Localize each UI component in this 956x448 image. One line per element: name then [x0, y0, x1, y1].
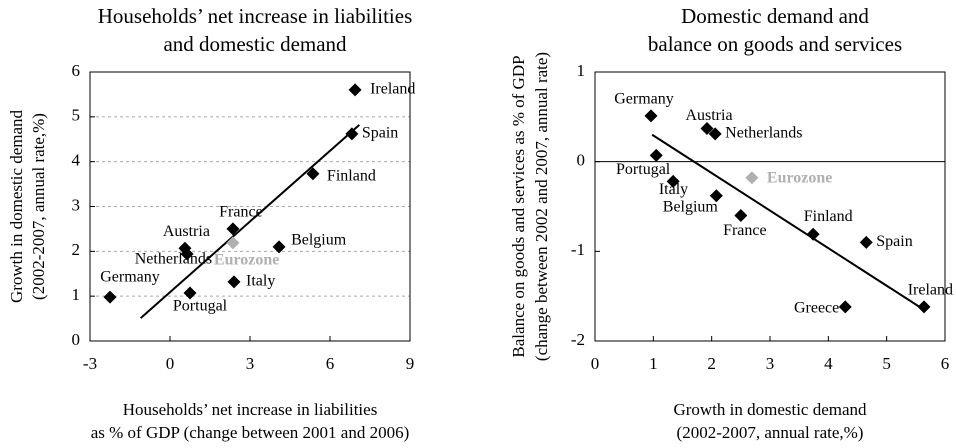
point: [180, 247, 194, 261]
x-axis-label: Households’ net increase in liabilities: [123, 400, 378, 419]
x-tick-label: -3: [83, 354, 97, 373]
point: [183, 286, 197, 300]
x-axis-label: as % of GDP (change between 2001 and 200…: [91, 423, 410, 442]
point-label: Germany: [614, 91, 674, 108]
point-label: Spain: [876, 233, 912, 250]
x-tick-label: 4: [824, 354, 833, 373]
point-label: Greece: [794, 300, 839, 317]
point-label: Belgium: [291, 232, 347, 249]
point: [103, 290, 117, 304]
point-label: France: [723, 222, 767, 239]
point: [226, 236, 240, 250]
trend-line: [651, 133, 926, 312]
point-label: Eurozone: [214, 251, 279, 268]
point-label: Portugal: [616, 161, 671, 178]
point-label: Austria: [685, 107, 732, 124]
x-tick-label: 2: [707, 354, 716, 373]
trend-line: [140, 124, 360, 319]
y-tick-label: 1: [577, 61, 586, 80]
y-tick-label: 5: [72, 106, 81, 125]
y-tick-label: 4: [72, 151, 81, 170]
x-tick-label: 3: [246, 354, 255, 373]
y-tick-label: 2: [72, 240, 81, 259]
plot-frame: [594, 71, 946, 342]
point: [649, 148, 663, 162]
y-axis-label: Growth in domestic demand: [7, 109, 26, 303]
point: [666, 174, 680, 188]
point-label: Italy: [246, 272, 275, 289]
point: [644, 109, 658, 123]
point-label: Germany: [100, 269, 160, 286]
y-tick-label: 0: [72, 330, 81, 349]
point-label: Ireland: [370, 81, 415, 98]
y-axis-label: (2002-2007, annual rate,%): [29, 113, 48, 300]
point: [859, 235, 873, 249]
point: [306, 167, 320, 181]
point-label: Ireland: [908, 282, 953, 299]
x-tick-label: 6: [941, 354, 950, 373]
point-label: Spain: [362, 125, 398, 142]
y-tick-label: -2: [571, 330, 585, 349]
point: [272, 240, 286, 254]
point: [345, 127, 359, 141]
point-label: Italy: [659, 181, 688, 198]
x-tick-label: 0: [591, 354, 600, 373]
point-label: France: [219, 204, 263, 221]
x-tick-label: 1: [649, 354, 658, 373]
point: [226, 222, 240, 236]
y-tick-label: 1: [72, 285, 81, 304]
y-axis-label: (change between 2002 and 2007, annual ra…: [532, 52, 551, 361]
point: [708, 127, 722, 141]
point-label: Finland: [327, 167, 376, 184]
chart-title: balance on goods and services: [648, 32, 902, 56]
point-label: Belgium: [663, 198, 719, 215]
chart-title: Households’ net increase in liabilities: [98, 4, 413, 28]
point-label: Netherlands: [135, 251, 212, 268]
point: [917, 300, 931, 314]
y-tick-label: -1: [571, 240, 585, 259]
x-tick-label: 6: [326, 354, 335, 373]
x-tick-label: 9: [406, 354, 415, 373]
point-label: Eurozone: [767, 169, 832, 186]
point: [838, 300, 852, 314]
point: [227, 275, 241, 289]
point: [806, 227, 820, 241]
point-label: Finland: [804, 208, 853, 225]
x-tick-label: 0: [166, 354, 175, 373]
x-axis-label: Growth in domestic demand: [673, 400, 867, 419]
point: [734, 208, 748, 222]
point-label: Netherlands: [725, 125, 802, 142]
x-tick-label: 3: [766, 354, 775, 373]
y-tick-label: 0: [577, 151, 586, 170]
x-axis-label: (2002-2007, annual rate,%): [677, 423, 864, 442]
y-tick-label: 3: [72, 195, 81, 214]
chart-title: and domestic demand: [163, 32, 347, 56]
y-tick-label: 6: [72, 61, 81, 80]
x-tick-label: 5: [882, 354, 891, 373]
point: [745, 171, 759, 185]
y-axis-label: Balance on goods and services as % of GD…: [509, 55, 528, 357]
chart-title: Domestic demand and: [681, 4, 869, 28]
point-label: Portugal: [173, 298, 228, 315]
point-label: Austria: [163, 223, 210, 240]
point: [709, 189, 723, 203]
point: [700, 121, 714, 135]
point: [348, 83, 362, 97]
plot-frame: [89, 71, 411, 342]
